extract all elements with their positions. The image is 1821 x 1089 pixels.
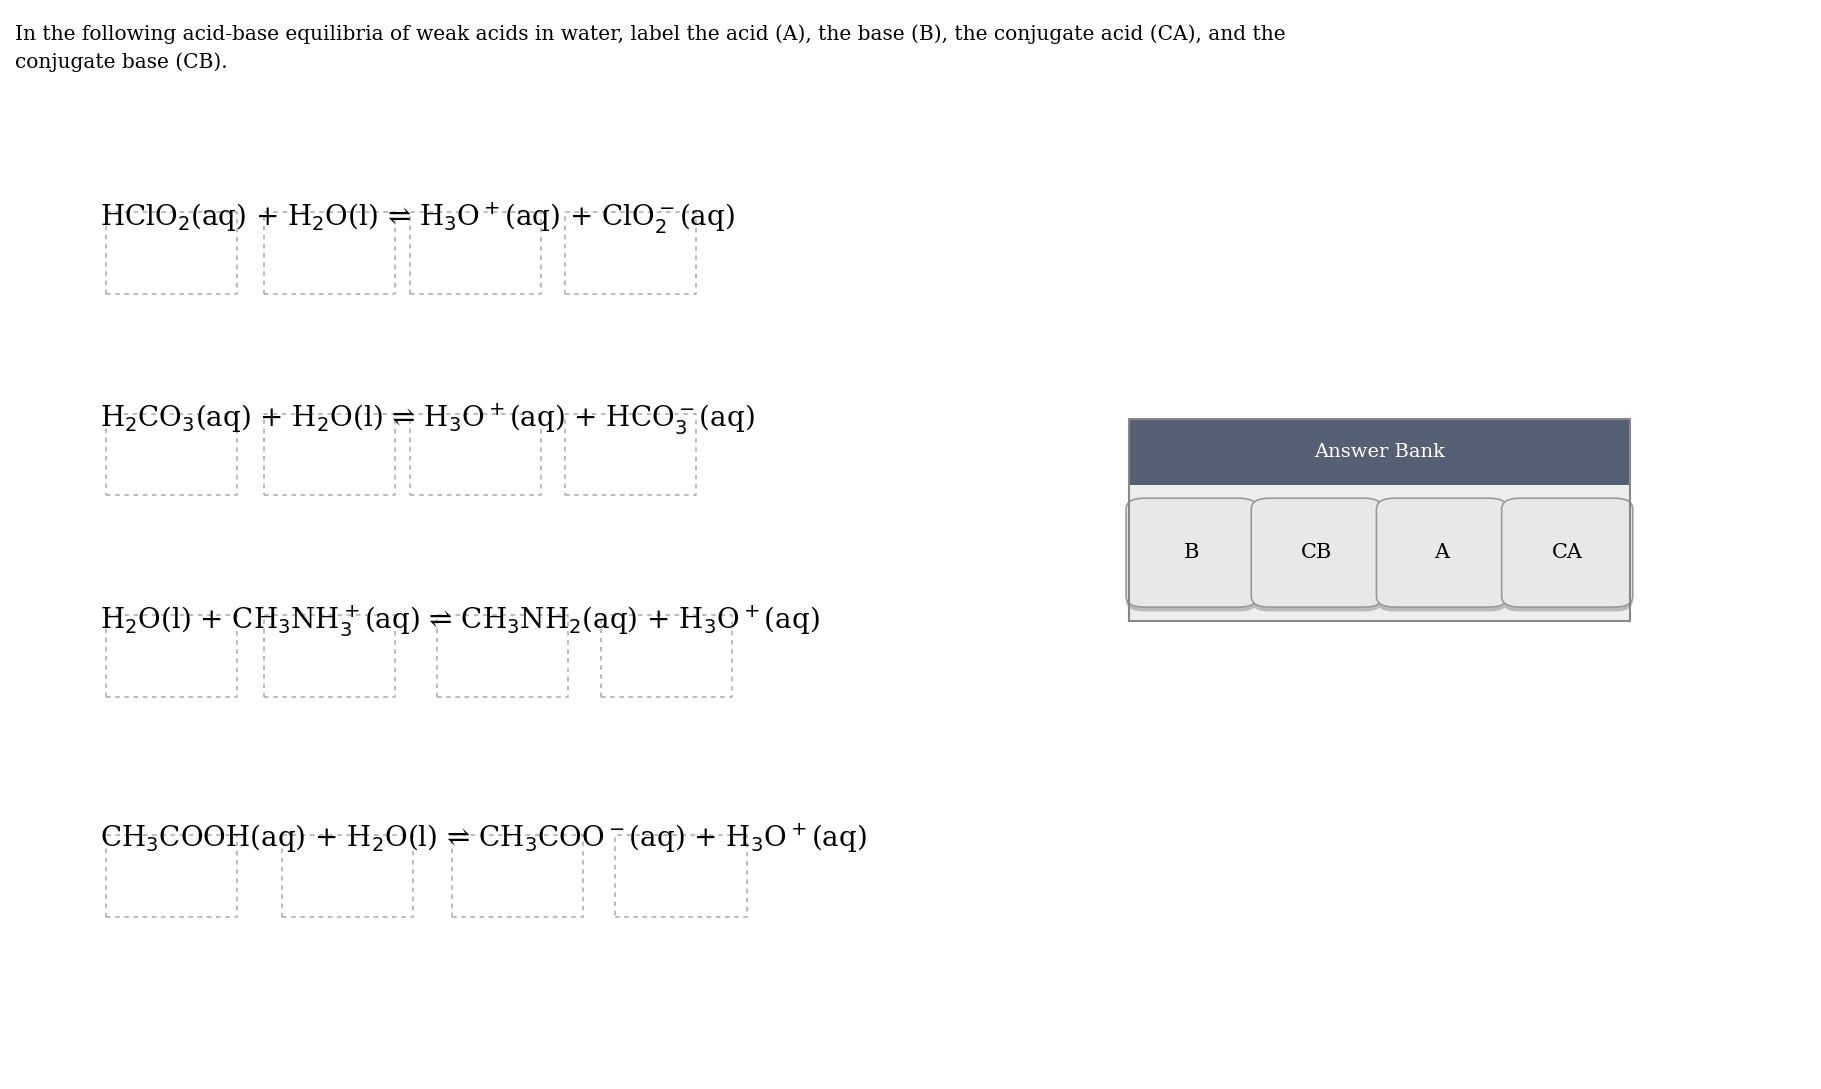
Text: HClO$_2$(aq) + H$_2$O(l) ⇌ H$_3$O$^+$(aq) + ClO$_2^-$(aq): HClO$_2$(aq) + H$_2$O(l) ⇌ H$_3$O$^+$(aq… — [100, 200, 736, 235]
Text: B: B — [1184, 543, 1200, 562]
FancyBboxPatch shape — [1125, 503, 1256, 612]
FancyBboxPatch shape — [1502, 499, 1633, 608]
FancyBboxPatch shape — [1129, 485, 1630, 621]
FancyBboxPatch shape — [1251, 499, 1382, 608]
FancyBboxPatch shape — [1377, 503, 1508, 612]
Text: conjugate base (CB).: conjugate base (CB). — [15, 52, 228, 72]
Text: Answer Bank: Answer Bank — [1315, 443, 1444, 461]
Text: CA: CA — [1551, 543, 1582, 562]
Text: H$_2$CO$_3$(aq) + H$_2$O(l) ⇌ H$_3$O$^+$(aq) + HCO$_3^-$(aq): H$_2$CO$_3$(aq) + H$_2$O(l) ⇌ H$_3$O$^+$… — [100, 402, 756, 437]
FancyBboxPatch shape — [1502, 503, 1633, 612]
FancyBboxPatch shape — [1251, 503, 1382, 612]
Text: CB: CB — [1302, 543, 1333, 562]
FancyBboxPatch shape — [1377, 499, 1508, 608]
FancyBboxPatch shape — [1129, 419, 1630, 485]
Text: CH$_3$COOH(aq) + H$_2$O(l) ⇌ CH$_3$COO$^-$(aq) + H$_3$O$^+$(aq): CH$_3$COOH(aq) + H$_2$O(l) ⇌ CH$_3$COO$^… — [100, 821, 867, 856]
Text: In the following acid-base equilibria of weak acids in water, label the acid (A): In the following acid-base equilibria of… — [15, 24, 1286, 44]
Text: A: A — [1435, 543, 1450, 562]
Text: H$_2$O(l) + CH$_3$NH$_3^+$(aq) ⇌ CH$_3$NH$_2$(aq) + H$_3$O$^+$(aq): H$_2$O(l) + CH$_3$NH$_3^+$(aq) ⇌ CH$_3$N… — [100, 603, 819, 638]
FancyBboxPatch shape — [1125, 499, 1256, 608]
